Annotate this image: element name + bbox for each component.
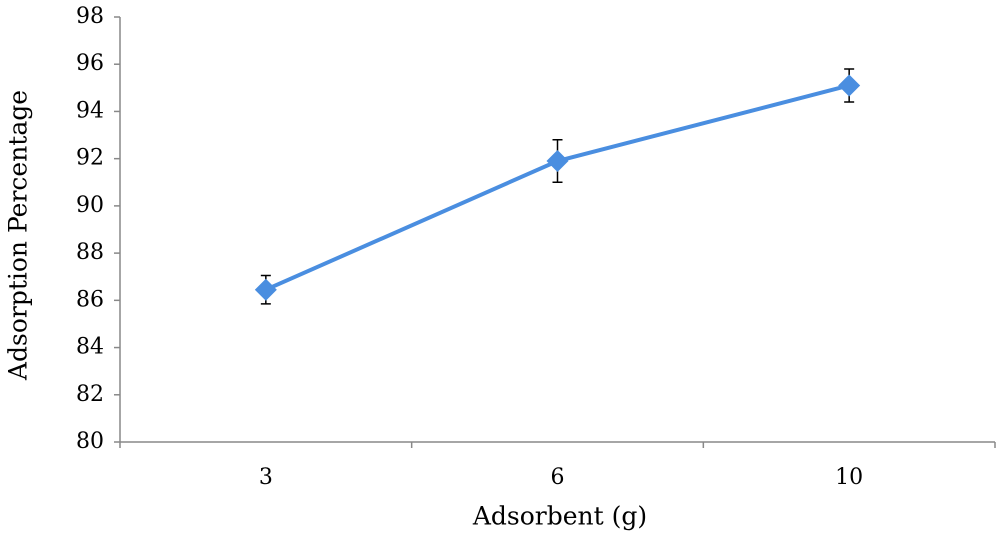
y-axis-label: Adsorption Percentage: [4, 90, 33, 381]
marker: [838, 74, 861, 97]
x-tick-label: 6: [551, 465, 565, 490]
marker: [254, 278, 277, 301]
line: [265, 83, 850, 292]
y-tick-label: 90: [76, 193, 104, 218]
marker: [546, 150, 569, 173]
y-tick-label: 96: [76, 51, 104, 76]
x-axis-label: Adsorbent (g): [472, 502, 647, 531]
y-tick-label: 88: [76, 240, 104, 265]
y-tick-label: 80: [76, 429, 104, 454]
y-tick-label: 98: [76, 4, 104, 29]
y-tick-label: 82: [76, 382, 104, 407]
x-tick-label: 10: [835, 465, 863, 490]
y-tick-label: 84: [76, 335, 104, 360]
y-tick-label: 94: [76, 98, 104, 123]
y-tick-label: 92: [76, 146, 104, 171]
x-tick-label: 3: [259, 465, 273, 490]
y-tick-label: 86: [76, 287, 104, 312]
